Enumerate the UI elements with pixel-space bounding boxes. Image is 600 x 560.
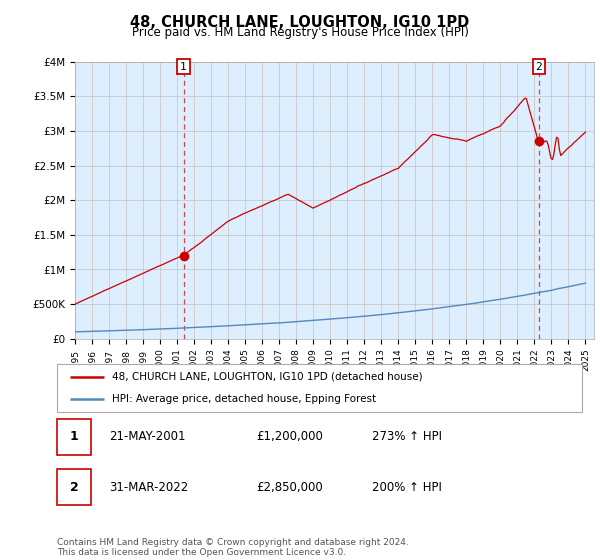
Text: 21-MAY-2001: 21-MAY-2001 [110,431,186,444]
Text: 200% ↑ HPI: 200% ↑ HPI [372,480,442,493]
Text: 1: 1 [70,431,79,444]
Text: £2,850,000: £2,850,000 [257,480,323,493]
Text: Contains HM Land Registry data © Crown copyright and database right 2024.
This d: Contains HM Land Registry data © Crown c… [57,538,409,557]
Text: 48, CHURCH LANE, LOUGHTON, IG10 1PD: 48, CHURCH LANE, LOUGHTON, IG10 1PD [130,15,470,30]
Text: 2: 2 [70,480,79,493]
Text: Price paid vs. HM Land Registry's House Price Index (HPI): Price paid vs. HM Land Registry's House … [131,26,469,39]
FancyBboxPatch shape [57,419,91,455]
Text: 1: 1 [180,62,187,72]
Text: 48, CHURCH LANE, LOUGHTON, IG10 1PD (detached house): 48, CHURCH LANE, LOUGHTON, IG10 1PD (det… [112,372,423,382]
Text: HPI: Average price, detached house, Epping Forest: HPI: Average price, detached house, Eppi… [112,394,376,404]
FancyBboxPatch shape [57,469,91,505]
Text: 2: 2 [535,62,542,72]
Text: 31-MAR-2022: 31-MAR-2022 [110,480,189,493]
FancyBboxPatch shape [57,364,582,412]
Text: 273% ↑ HPI: 273% ↑ HPI [372,431,442,444]
Text: £1,200,000: £1,200,000 [257,431,323,444]
